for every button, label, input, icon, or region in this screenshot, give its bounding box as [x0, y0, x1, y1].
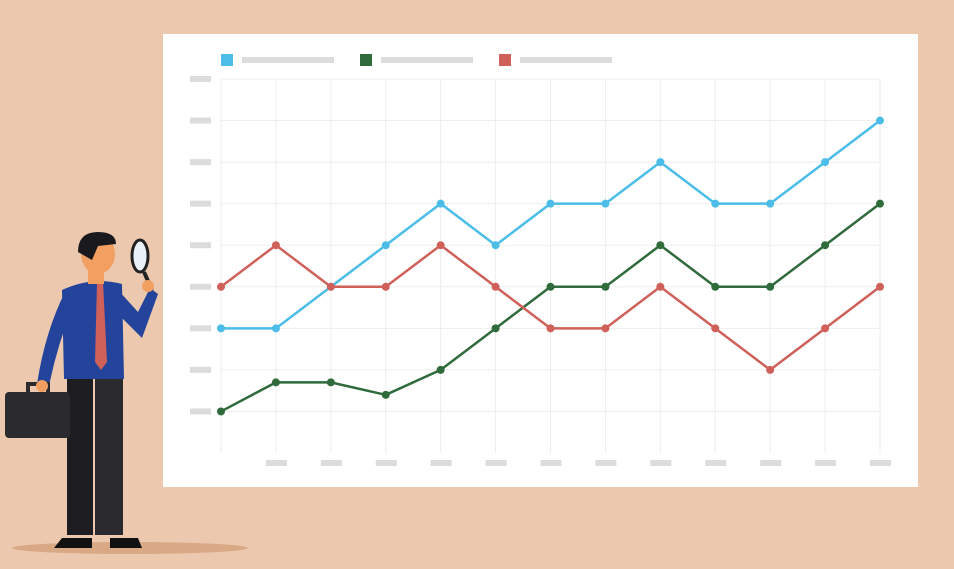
shoes — [54, 538, 142, 548]
point — [766, 282, 775, 291]
point — [546, 282, 555, 291]
hand — [142, 280, 154, 292]
point — [326, 282, 335, 291]
point — [217, 407, 225, 416]
x-tick-placeholder — [430, 460, 452, 466]
x-tick-placeholder — [265, 460, 287, 466]
point — [821, 158, 830, 167]
point — [217, 282, 225, 291]
point — [876, 199, 884, 208]
hair — [78, 232, 116, 260]
point — [491, 324, 500, 333]
y-tick-placeholder — [190, 325, 211, 332]
briefcase — [5, 392, 70, 438]
point — [766, 365, 775, 374]
legend-swatch — [360, 54, 372, 66]
point — [656, 158, 665, 167]
point — [217, 324, 225, 333]
y-tick-placeholder — [190, 76, 211, 82]
businessman — [5, 232, 248, 554]
point — [546, 324, 555, 333]
magnifier — [130, 238, 150, 274]
tie — [95, 282, 107, 370]
point — [271, 241, 280, 250]
legend-placeholder — [242, 57, 334, 63]
point — [326, 378, 335, 387]
torso — [62, 281, 124, 379]
point — [601, 199, 610, 208]
leg — [67, 375, 93, 535]
x-tick-placeholder — [870, 460, 891, 466]
point — [711, 282, 720, 291]
leg — [95, 375, 123, 535]
point — [711, 324, 720, 333]
x-tick-placeholder — [485, 460, 507, 466]
x-tick-placeholder — [760, 460, 782, 466]
point — [766, 199, 775, 208]
point — [436, 199, 445, 208]
point — [876, 282, 884, 291]
arm — [114, 288, 158, 338]
y-tick-placeholder — [190, 117, 211, 124]
point — [381, 282, 390, 291]
point — [601, 324, 610, 333]
legend-placeholder — [381, 57, 473, 63]
x-tick-placeholder — [320, 460, 342, 466]
x-tick-placeholder — [540, 460, 562, 466]
legend-swatch — [499, 54, 511, 66]
legend-swatch — [221, 54, 233, 66]
y-tick-placeholder — [190, 200, 211, 207]
legend-placeholder — [520, 57, 612, 63]
y-tick-placeholder — [190, 366, 211, 373]
point — [601, 282, 610, 291]
x-tick-placeholder — [375, 460, 397, 466]
point — [271, 324, 280, 333]
x-tick-placeholder — [705, 460, 727, 466]
point — [436, 365, 445, 374]
point — [711, 199, 720, 208]
point — [436, 241, 445, 250]
x-tick-placeholder — [650, 460, 672, 466]
point — [656, 241, 665, 250]
y-tick-placeholder — [190, 408, 211, 415]
point — [271, 378, 280, 387]
point — [656, 282, 665, 291]
point — [491, 241, 500, 250]
hand — [36, 380, 48, 392]
point — [491, 282, 500, 291]
y-tick-placeholder — [190, 242, 211, 249]
point — [381, 390, 390, 399]
point — [821, 241, 830, 250]
point — [876, 116, 884, 125]
point — [821, 324, 830, 333]
y-tick-placeholder — [190, 283, 211, 290]
y-tick-placeholder — [190, 159, 211, 166]
plot — [190, 54, 891, 466]
x-tick-placeholder — [815, 460, 837, 466]
x-tick-placeholder — [595, 460, 617, 466]
arm — [37, 292, 73, 386]
point — [546, 199, 555, 208]
point — [381, 241, 390, 250]
